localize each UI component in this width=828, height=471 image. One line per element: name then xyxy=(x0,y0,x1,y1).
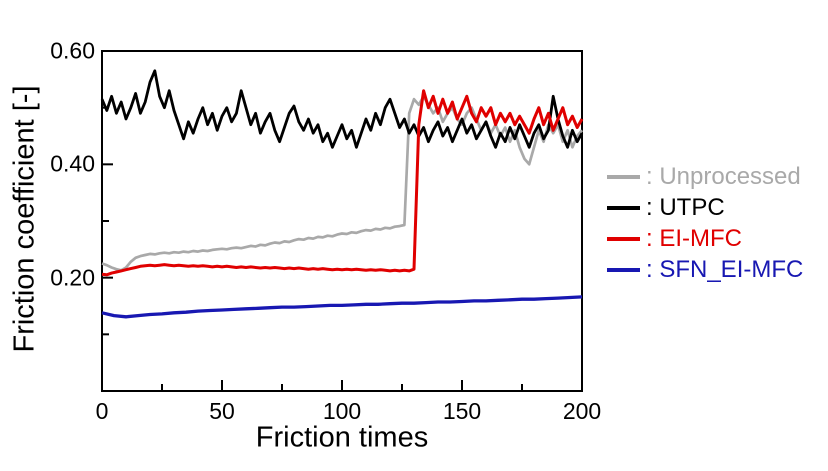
legend-label-ei-mfc: : EI-MFC xyxy=(646,225,742,252)
legend-item-utpc: : UTPC xyxy=(607,192,803,223)
legend-line-swatch-utpc xyxy=(607,205,640,210)
x-tick-label: 150 xyxy=(442,398,482,424)
legend-line-swatch-sfn-ei-mfc xyxy=(607,267,640,272)
legend-line-swatch-unprocessed xyxy=(607,174,640,179)
series-ei-mfc xyxy=(101,89,584,277)
x-axis-title: Friction times xyxy=(255,421,429,454)
series-utpc xyxy=(100,69,584,149)
y-tick-label: 0.20 xyxy=(50,264,95,291)
y-tick-label: 0.40 xyxy=(50,150,95,177)
axes-frame xyxy=(101,50,583,392)
legend: : Unprocessed : UTPC : EI-MFC : SFN_EI-M… xyxy=(607,161,803,285)
x-tick-label: 100 xyxy=(322,398,362,424)
series-sfn-ei-mfc xyxy=(101,295,583,319)
legend-item-ei-mfc: : EI-MFC xyxy=(607,223,803,254)
legend-line-swatch-ei-mfc xyxy=(607,236,640,241)
legend-label-sfn-ei-mfc: : SFN_EI-MFC xyxy=(646,256,804,283)
legend-label-utpc: : UTPC xyxy=(646,194,725,221)
x-tick-label: 200 xyxy=(562,398,602,424)
series-unprocessed xyxy=(101,94,584,272)
legend-item-unprocessed: : Unprocessed xyxy=(607,161,803,192)
legend-item-sfn-ei-mfc: : SFN_EI-MFC xyxy=(607,254,803,285)
legend-label-unprocessed: : Unprocessed xyxy=(646,163,801,190)
y-tick-label: 0.60 xyxy=(50,37,95,64)
y-axis-title: Friction coefficient [-] xyxy=(8,85,41,353)
x-tick-label: 50 xyxy=(209,398,235,424)
x-tick-label: 0 xyxy=(95,398,109,424)
